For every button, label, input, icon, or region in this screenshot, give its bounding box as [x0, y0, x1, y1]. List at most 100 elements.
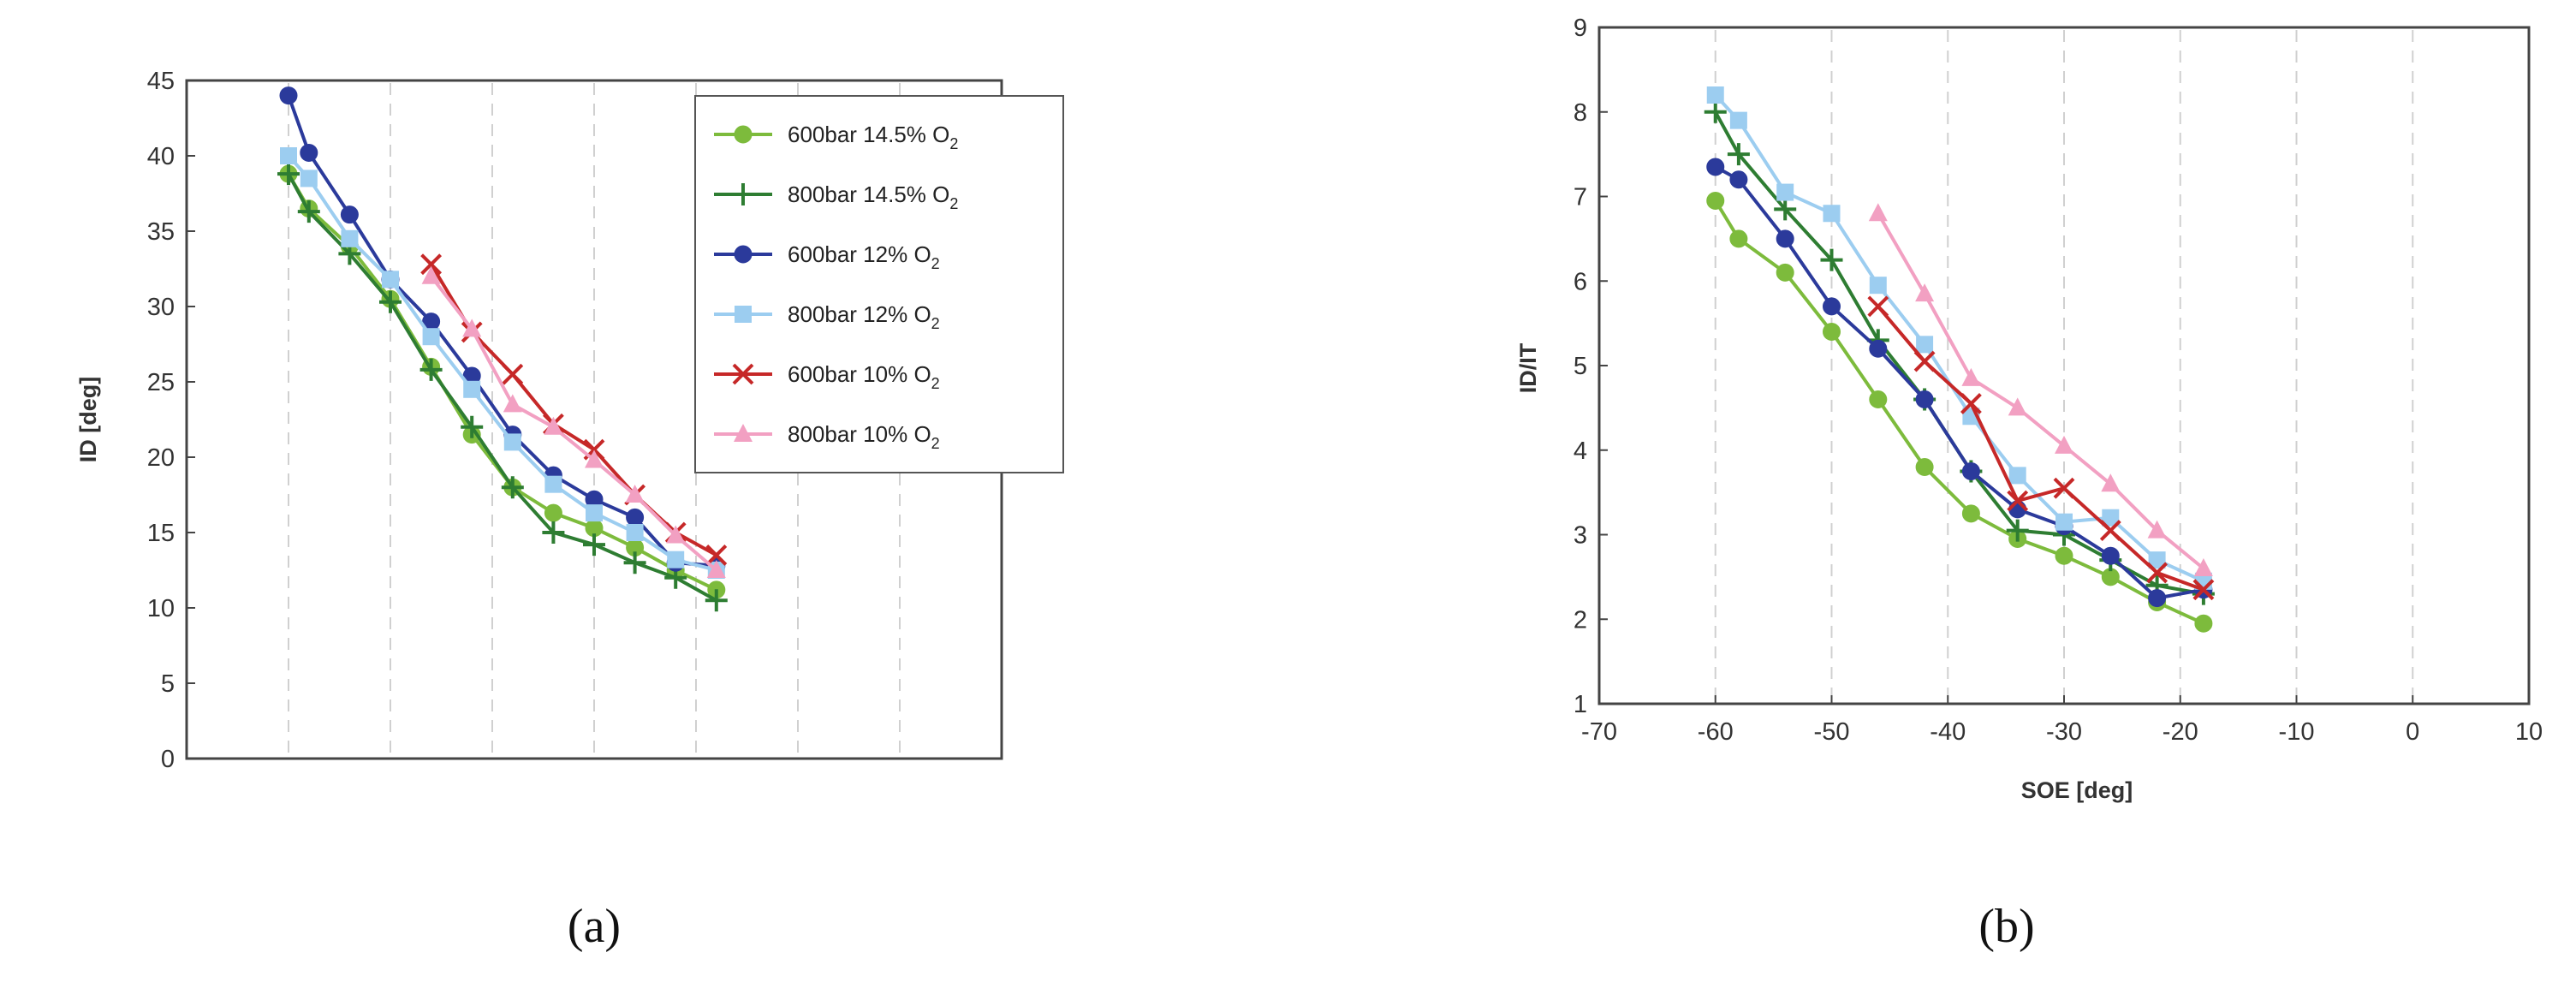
y-tick-label: 40 [147, 143, 175, 170]
y-tick-label: 10 [147, 595, 175, 622]
data-point [544, 416, 563, 435]
y-tick-label: 0 [161, 746, 175, 773]
x-tick-label: -50 [1814, 718, 1850, 746]
chart-b-series [1704, 86, 2215, 633]
data-point [419, 358, 443, 381]
data-point [2101, 473, 2121, 492]
data-point [2008, 500, 2027, 519]
data-point [2055, 546, 2073, 565]
data-point [625, 485, 645, 503]
legend-box [694, 95, 1064, 473]
series-line [1714, 165, 2204, 600]
y-tick-label: 4 [1574, 438, 1587, 465]
data-point [705, 544, 728, 566]
data-point [586, 504, 603, 522]
data-point [1776, 183, 1794, 201]
x-tick-label: -10 [2279, 718, 2315, 746]
data-point [542, 521, 565, 544]
legend-label-subscript: 2 [949, 135, 958, 152]
legend-label-subscript: 2 [949, 195, 958, 212]
legend-label-subscript: 2 [931, 315, 940, 332]
data-point [1915, 458, 1934, 476]
data-point [2192, 579, 2215, 601]
data-point [1916, 336, 1934, 354]
data-point [382, 271, 399, 289]
y-tick-label: 3 [1574, 522, 1587, 550]
data-point [1960, 393, 1982, 414]
data-point [1869, 277, 1887, 295]
data-point [1774, 198, 1797, 221]
data-point [463, 380, 481, 398]
x-tick-label: 0 [2406, 718, 2419, 746]
data-point [1776, 263, 1794, 282]
data-point [1961, 461, 1980, 480]
data-point [280, 147, 297, 164]
data-point [666, 525, 686, 544]
data-point [341, 229, 359, 247]
x-tick-label: -30 [2046, 718, 2082, 746]
legend-marker [732, 183, 754, 205]
series-1 [1706, 191, 2213, 633]
y-tick-label: 9 [1574, 15, 1587, 42]
legend-marker [732, 363, 754, 385]
data-point [501, 476, 524, 499]
data-point [422, 328, 440, 346]
data-point [2101, 546, 2120, 565]
data-point [1820, 248, 1843, 271]
data-point [1706, 86, 1724, 104]
y-tick-label: 15 [147, 520, 175, 547]
data-point [1823, 297, 1841, 316]
chart-b-gridlines [1714, 30, 2414, 701]
data-point [2055, 435, 2073, 454]
data-point [667, 551, 685, 568]
series-line [1877, 212, 2205, 570]
y-tick-label: 7 [1574, 184, 1587, 211]
x-tick-label: -60 [1698, 718, 1734, 746]
chart-b-x-ticks: -70 -60 -50 -40 -30 -20 -10 0 10 [1581, 695, 2543, 746]
data-point [503, 394, 522, 413]
chart-b-x-axis-label: SOE [deg] [2021, 777, 2133, 803]
data-point [1776, 229, 1794, 248]
series-6 [421, 265, 726, 578]
data-point [297, 200, 320, 223]
chart-b-caption: (b) [1978, 900, 2034, 953]
y-tick-label: 5 [161, 670, 175, 698]
data-point [2193, 558, 2213, 576]
y-tick-label: 45 [147, 68, 175, 95]
chart-a: 0 5 10 15 20 25 30 35 40 45 ID [deg] 600bar 14.5%… [75, 68, 1064, 953]
data-point [279, 86, 298, 105]
chart-b-y-axis-label: ID/IT [1515, 342, 1541, 393]
chart-b: -70 -60 -50 -40 -30 -20 -10 0 10 1 2 3 4 5 6 7 8 9 ID/IT… [1515, 15, 2543, 953]
data-point [2099, 520, 2121, 541]
series-6 [1868, 203, 2213, 576]
data-point [1868, 203, 1888, 222]
data-point [1706, 191, 1725, 210]
x-tick-label: 10 [2515, 718, 2543, 746]
x-tick-label: -40 [1930, 718, 1966, 746]
series-line [430, 275, 718, 572]
data-point [1704, 100, 1727, 123]
y-tick-label: 5 [1574, 353, 1587, 380]
data-point [583, 533, 605, 557]
data-point [1915, 283, 1935, 302]
data-point [705, 589, 728, 612]
chart-a-y-axis-label: ID [deg] [75, 377, 101, 463]
data-point [379, 290, 402, 313]
data-point [300, 170, 318, 188]
x-tick-label: -70 [1581, 718, 1617, 746]
data-point [2194, 614, 2213, 633]
y-tick-label: 35 [147, 218, 175, 246]
y-tick-label: 1 [1574, 691, 1587, 718]
data-point [2148, 589, 2167, 608]
data-point [340, 205, 359, 224]
data-point [1823, 323, 1841, 341]
data-point [1913, 350, 1936, 372]
data-point [1706, 158, 1725, 176]
data-point [2008, 397, 2027, 416]
y-tick-label: 20 [147, 444, 175, 472]
data-point [2006, 519, 2029, 542]
data-point [1727, 143, 1750, 166]
data-point [421, 265, 441, 284]
x-tick-label: -20 [2163, 718, 2198, 746]
